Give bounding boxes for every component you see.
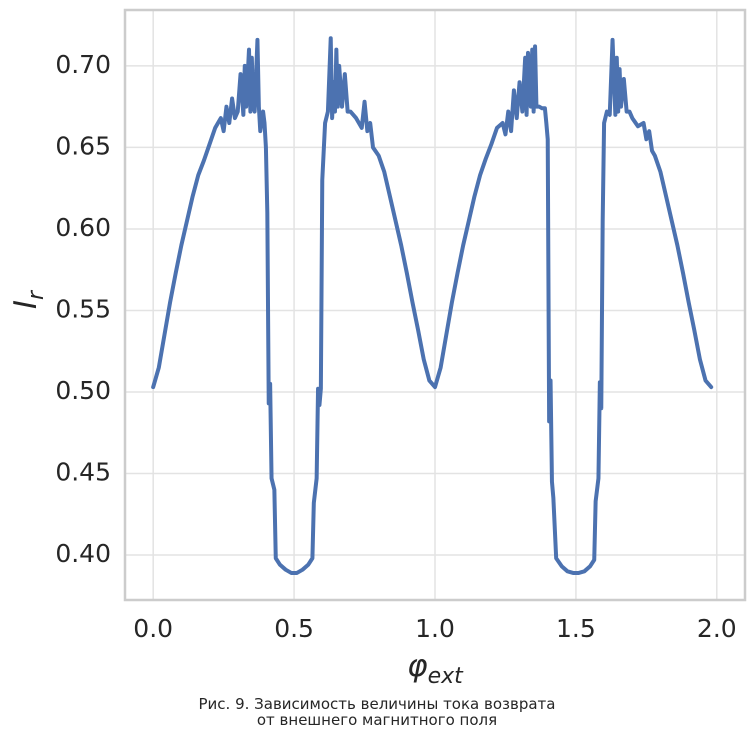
x-label-main: φ <box>407 648 428 684</box>
y-tick-label: 0.70 <box>55 50 111 79</box>
grid <box>125 10 745 600</box>
y-label-main: I <box>8 300 44 309</box>
y-tick-label: 0.50 <box>55 376 111 405</box>
x-tick-label: 0.5 <box>274 614 314 643</box>
x-tick-label: 1.5 <box>556 614 596 643</box>
data-line <box>151 36 714 575</box>
x-tick-label: 1.0 <box>415 614 455 643</box>
y-tick-label: 0.40 <box>55 539 111 568</box>
y-tick-label: 0.45 <box>55 457 111 486</box>
plot-frame <box>123 8 747 602</box>
caption-line: Рис. 9. Зависимость величины тока возвра… <box>199 695 556 713</box>
x-tick-label: 0.0 <box>133 614 173 643</box>
caption-line: от внешнего магнитного поля <box>257 711 497 729</box>
y-tick-label: 0.55 <box>55 294 111 323</box>
y-label-sub: r <box>24 289 49 300</box>
y-tick-label: 0.65 <box>55 131 111 160</box>
y-axis-label: Ir <box>8 289 49 309</box>
x-axis-label: φext <box>407 648 464 689</box>
y-tick-label: 0.60 <box>55 213 111 242</box>
x-label-sub: ext <box>428 664 465 689</box>
x-tick-label: 2.0 <box>697 614 737 643</box>
